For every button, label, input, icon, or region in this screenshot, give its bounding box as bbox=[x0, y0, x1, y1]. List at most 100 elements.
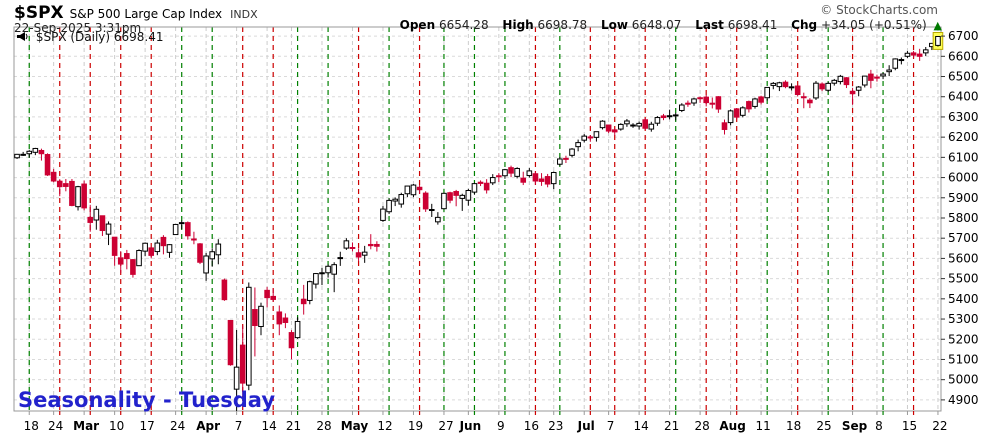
y-tick-label: 6400 bbox=[948, 90, 979, 104]
candle bbox=[624, 120, 630, 125]
x-tick-label: 14 bbox=[261, 419, 276, 433]
x-tick-label: 7 bbox=[607, 419, 615, 433]
y-tick-label: 5800 bbox=[948, 211, 979, 225]
x-tick-label: 16 bbox=[524, 419, 539, 433]
y-tick-label: 6200 bbox=[948, 130, 979, 144]
candle bbox=[672, 114, 679, 117]
candle bbox=[99, 215, 106, 232]
x-tick-label: Sep bbox=[842, 419, 868, 433]
y-tick-label: 5500 bbox=[948, 272, 979, 286]
candle bbox=[459, 194, 466, 199]
candle bbox=[916, 53, 923, 57]
open-label: Open bbox=[399, 18, 436, 32]
candle bbox=[75, 186, 81, 208]
candle bbox=[892, 58, 899, 69]
candle bbox=[550, 172, 557, 185]
candle bbox=[447, 192, 453, 201]
candle bbox=[587, 136, 594, 139]
candle bbox=[642, 119, 649, 129]
candle bbox=[532, 173, 539, 182]
timestamp: 22-Sep-2025 3:31pm bbox=[14, 21, 142, 35]
candle bbox=[758, 96, 764, 103]
candle bbox=[349, 246, 356, 249]
candle bbox=[557, 158, 563, 165]
candle bbox=[233, 366, 240, 390]
change-up-arrow-icon: ▲ bbox=[933, 19, 942, 32]
y-tick-label: 5000 bbox=[948, 373, 979, 387]
candle bbox=[831, 79, 838, 84]
candle bbox=[807, 99, 813, 104]
candle bbox=[599, 120, 606, 129]
candle bbox=[904, 52, 911, 57]
candle bbox=[849, 90, 856, 95]
candle bbox=[636, 122, 642, 127]
candle bbox=[733, 108, 740, 118]
candle bbox=[93, 208, 100, 221]
candle bbox=[861, 75, 868, 86]
y-tick-label: 4900 bbox=[948, 393, 979, 407]
candle bbox=[300, 298, 307, 305]
y-tick-label: 6600 bbox=[948, 49, 979, 63]
candle bbox=[496, 175, 502, 178]
x-tick-label: 19 bbox=[408, 419, 423, 433]
candle bbox=[691, 98, 697, 104]
candle bbox=[203, 255, 209, 274]
x-tick-label: 7 bbox=[235, 419, 243, 433]
candle bbox=[648, 123, 655, 130]
chg-label: Chg bbox=[791, 18, 818, 32]
candle bbox=[868, 73, 874, 81]
candle bbox=[136, 250, 142, 267]
candle bbox=[721, 122, 728, 130]
high-value: 6698.78 bbox=[537, 18, 588, 32]
candle bbox=[178, 222, 185, 225]
candle bbox=[880, 73, 886, 77]
candle bbox=[465, 190, 472, 201]
candle bbox=[221, 279, 228, 301]
candle bbox=[374, 243, 380, 247]
y-tick-label: 5900 bbox=[948, 191, 979, 205]
high-label: High bbox=[502, 18, 534, 32]
candle bbox=[325, 265, 331, 274]
candle bbox=[508, 167, 514, 174]
chg-value: +34.05 (+0.51%) bbox=[820, 18, 927, 32]
x-tick-label: 25 bbox=[816, 419, 831, 433]
candle bbox=[32, 147, 39, 153]
candle bbox=[819, 83, 825, 90]
y-tick-label: 5200 bbox=[948, 332, 979, 346]
candle bbox=[111, 236, 118, 256]
candle bbox=[770, 82, 777, 86]
candle bbox=[776, 82, 783, 88]
y-tick-label: 5700 bbox=[948, 231, 979, 245]
candle bbox=[416, 186, 423, 191]
x-tick-label: 23 bbox=[548, 419, 563, 433]
candle bbox=[563, 157, 569, 160]
grid-horizontal bbox=[14, 35, 941, 401]
x-tick-label: 18 bbox=[786, 419, 801, 433]
candle bbox=[117, 257, 124, 265]
candle bbox=[715, 96, 722, 110]
candle bbox=[105, 223, 112, 235]
x-tick-label: 10 bbox=[109, 419, 124, 433]
candles bbox=[14, 31, 944, 411]
y-tick-label: 5600 bbox=[948, 251, 979, 265]
x-tick-label: 17 bbox=[139, 419, 154, 433]
candle bbox=[697, 97, 703, 100]
candle bbox=[185, 222, 191, 237]
candle bbox=[843, 77, 850, 86]
candle bbox=[270, 295, 276, 300]
index-name: S&P 500 Large Cap Index bbox=[69, 7, 223, 21]
chart-legend: $SPX (Daily) 6698.41 bbox=[16, 30, 164, 44]
candle bbox=[154, 242, 161, 253]
x-tick-label: 22 bbox=[932, 419, 947, 433]
x-tick-label: 12 bbox=[377, 419, 392, 433]
candle bbox=[14, 153, 20, 159]
candle bbox=[538, 178, 545, 182]
candle bbox=[63, 183, 69, 187]
candle bbox=[483, 182, 490, 191]
candle bbox=[26, 150, 33, 155]
candle bbox=[922, 49, 929, 54]
y-tick-label: 6500 bbox=[948, 70, 979, 84]
candle bbox=[386, 199, 392, 213]
candle bbox=[124, 253, 130, 260]
